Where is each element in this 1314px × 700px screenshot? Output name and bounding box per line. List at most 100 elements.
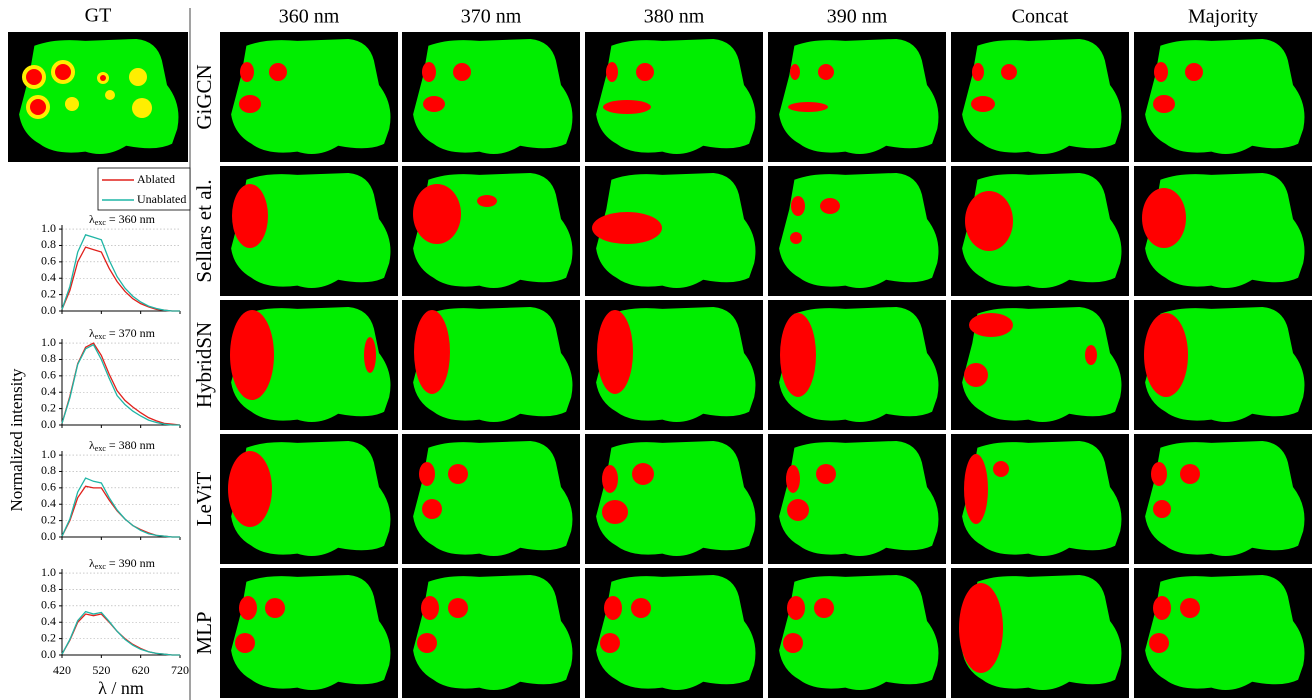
x-tick-label: 620 <box>132 663 150 677</box>
ablated-region <box>265 598 285 618</box>
ablated-region <box>790 64 800 80</box>
ablated-region <box>1085 345 1097 365</box>
tissue-region <box>779 441 938 556</box>
gt-label: GT <box>85 5 112 27</box>
prediction-image <box>402 434 580 564</box>
y-tick-label: 0.4 <box>41 614 56 628</box>
prediction-image <box>585 434 763 564</box>
ablated-region <box>964 363 988 387</box>
prediction-image <box>1134 434 1312 564</box>
spectrum-line <box>62 486 180 537</box>
spectrum-line <box>62 612 180 655</box>
y-tick-label: 0.8 <box>41 237 56 251</box>
ablated-region <box>959 583 1003 673</box>
ablated-region <box>818 64 834 80</box>
ablated-region <box>786 465 800 493</box>
y-tick-label: 0.4 <box>41 496 56 510</box>
y-tick-label: 0.0 <box>41 647 56 661</box>
prediction-image <box>220 568 398 698</box>
ablated-region <box>787 596 805 620</box>
ablated-region <box>788 102 828 112</box>
page: {"figure": {"gt_label": "GT", "columns":… <box>0 0 1314 700</box>
ablated-region <box>597 310 633 394</box>
prediction-image <box>951 300 1129 430</box>
ablated-region <box>1153 500 1171 518</box>
ablated-region <box>422 499 442 519</box>
y-tick-label: 0.2 <box>41 286 56 300</box>
ablated-region <box>414 310 450 394</box>
column-header: 370 nm <box>461 6 522 28</box>
y-tick-label: 0.0 <box>41 303 56 317</box>
row-label: MLP <box>192 611 216 654</box>
ablated-region <box>240 62 254 82</box>
y-tick-label: 0.2 <box>41 512 56 526</box>
x-tick-label: 720 <box>171 663 189 677</box>
tissue-region <box>779 39 938 154</box>
annotation-value: = 390 nm <box>109 556 156 570</box>
ablated-region <box>1142 188 1186 248</box>
ablated-region <box>972 63 984 81</box>
prediction-image <box>220 300 398 430</box>
ablated-region <box>417 633 437 653</box>
prediction-image <box>768 568 946 698</box>
y-tick-label: 0.4 <box>41 384 56 398</box>
ablated-region <box>422 62 436 82</box>
prediction-image <box>1134 300 1312 430</box>
ablated-region <box>602 500 628 524</box>
prediction-image <box>951 434 1129 564</box>
annotation-subscript: exc <box>95 562 107 571</box>
prediction-image <box>402 166 580 296</box>
ablated-region <box>1144 313 1188 397</box>
prediction-image <box>951 32 1129 162</box>
ablated-region <box>448 464 468 484</box>
prediction-image <box>768 300 946 430</box>
x-tick-label: 420 <box>53 663 71 677</box>
ablated-region <box>239 596 257 620</box>
annotation-subscript: exc <box>95 444 107 453</box>
ablated-region <box>413 184 461 244</box>
prediction-image <box>220 434 398 564</box>
ablated-region <box>419 462 435 486</box>
prediction-image <box>585 166 763 296</box>
tissue-region <box>413 441 572 556</box>
ablated-region <box>232 184 268 248</box>
chart-annotation: λexc= 390 nm <box>89 556 156 571</box>
prediction-image <box>585 32 763 162</box>
ablated-region <box>1001 64 1017 80</box>
ablated-region <box>604 596 622 620</box>
spectrum-line <box>62 343 180 425</box>
prediction-image <box>220 32 398 162</box>
column-header: Concat <box>1012 6 1069 28</box>
x-tick-label: 520 <box>92 663 110 677</box>
chart-annotation: λexc= 360 nm <box>89 212 156 227</box>
y-tick-label: 1.0 <box>41 447 56 461</box>
prediction-image <box>585 568 763 698</box>
y-tick-label: 1.0 <box>41 221 56 235</box>
ablated-region <box>603 100 651 114</box>
prediction-image <box>585 300 763 430</box>
ablated-region <box>423 96 445 112</box>
ablated-region <box>814 598 834 618</box>
spectrum-line <box>62 345 180 425</box>
y-tick-label: 0.6 <box>41 480 56 494</box>
row-label: HybridSN <box>192 322 216 408</box>
prediction-image <box>1134 568 1312 698</box>
y-tick-label: 0.2 <box>41 400 56 414</box>
column-header: 360 nm <box>279 6 340 28</box>
tissue-region <box>596 575 755 690</box>
ablated-region <box>636 63 654 81</box>
legend-label: Unablated <box>137 192 186 206</box>
ablated-region <box>631 598 651 618</box>
ablated-region <box>971 96 995 112</box>
ablated-region <box>1149 633 1169 653</box>
tissue-region <box>596 39 755 154</box>
ablated-region <box>1151 462 1167 486</box>
y-tick-label: 0.6 <box>41 254 56 268</box>
prediction-image <box>402 300 580 430</box>
y-tick-label: 0.0 <box>41 417 56 431</box>
ablated-region <box>1153 95 1175 113</box>
ablated-region <box>235 633 255 653</box>
y-tick-label: 0.6 <box>41 598 56 612</box>
column-header: Majority <box>1188 6 1258 28</box>
prediction-image <box>220 166 398 296</box>
